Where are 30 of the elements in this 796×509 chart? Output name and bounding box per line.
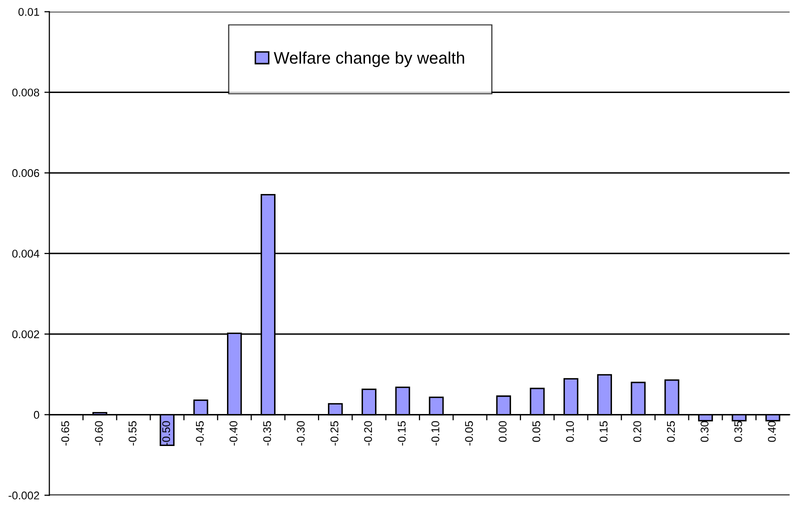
x-tick-label: -0.10 — [431, 421, 440, 446]
y-tick-label: 0.004 — [12, 250, 40, 258]
y-tick-label: 0.002 — [12, 330, 40, 338]
x-tick-label: -0.30 — [296, 421, 305, 446]
x-tick-label: 0.25 — [666, 421, 675, 442]
x-tick-label: 0.40 — [768, 421, 776, 442]
x-tick-label: -0.35 — [263, 421, 272, 446]
x-tick-label: -0.45 — [196, 421, 204, 446]
y-tick-label: 0.01 — [18, 8, 40, 16]
x-tick-label: -0.55 — [128, 421, 136, 446]
x-tick-label: -0.20 — [364, 421, 372, 446]
x-tick-label: -0.65 — [61, 421, 70, 446]
y-tick-label: 0 — [34, 410, 40, 419]
x-tick-label: 0.05 — [532, 421, 540, 442]
x-tick-label: -0.05 — [465, 421, 473, 446]
x-tick-label: -0.60 — [94, 421, 103, 446]
y-tick-label: -0.002 — [8, 492, 40, 500]
x-tick-label: 0.20 — [633, 421, 642, 442]
x-tick-label: -0.15 — [398, 421, 406, 446]
x-tick-label: -0.25 — [330, 421, 338, 446]
x-tick-label: 0.15 — [600, 421, 608, 442]
x-tick-label: 0.35 — [734, 421, 742, 442]
x-tick-label: 0.00 — [498, 421, 507, 442]
x-tick-label: 0.30 — [700, 421, 708, 442]
x-tick-label: -0.50 — [162, 421, 170, 446]
x-tick-label: -0.40 — [230, 421, 238, 446]
legend-label: Welfare change by wealth — [274, 52, 464, 68]
y-tick-label: 0.006 — [12, 169, 40, 178]
x-tick-label: 0.10 — [566, 421, 574, 442]
y-tick-label: 0.008 — [12, 88, 40, 96]
